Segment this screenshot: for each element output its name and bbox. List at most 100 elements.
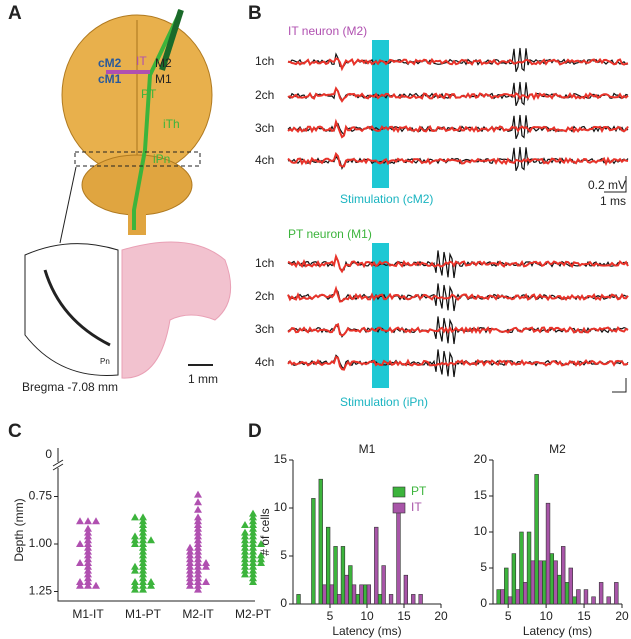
bar	[515, 589, 520, 605]
traces	[287, 47, 629, 378]
triangle	[249, 521, 257, 528]
triangle	[84, 536, 92, 544]
stim-label: Stimulation (iPn)	[340, 395, 428, 409]
trace-title: IT neuron (M2)	[288, 24, 367, 38]
triangle	[249, 536, 257, 544]
triangle	[249, 547, 257, 555]
triangle	[194, 566, 202, 574]
scale-v: 0.2 mV	[588, 178, 626, 192]
triangle	[241, 559, 249, 566]
bar	[366, 584, 372, 605]
x-tick-label: M2-IT	[182, 607, 214, 621]
legend-label: PT	[411, 484, 427, 498]
bar	[591, 596, 596, 605]
y-tick-label: 5	[480, 560, 487, 574]
bar	[322, 584, 327, 605]
triangle	[76, 581, 84, 589]
triangle	[241, 532, 249, 540]
bar	[396, 507, 401, 605]
bar	[296, 594, 301, 605]
triangle	[139, 566, 147, 574]
triangle	[139, 543, 147, 551]
label-it: IT	[136, 54, 147, 68]
triangle	[194, 570, 202, 578]
bar	[325, 526, 331, 605]
bar	[340, 546, 346, 605]
bar	[333, 546, 338, 605]
triangle	[194, 524, 202, 532]
x-tick-label: 5	[327, 609, 334, 623]
scale-t: 1 ms	[600, 194, 626, 208]
x-tick-label: 15	[577, 609, 591, 623]
triangle	[139, 536, 147, 544]
triangle	[147, 581, 155, 589]
triangle	[139, 570, 147, 578]
panel-label: C	[8, 421, 22, 442]
bar	[344, 574, 349, 605]
bar	[526, 531, 532, 605]
triangle	[131, 581, 139, 589]
triangle	[84, 570, 92, 578]
triangle	[76, 540, 84, 547]
triangle	[257, 540, 265, 547]
trace	[287, 322, 629, 337]
triangle	[194, 562, 202, 570]
bar	[359, 584, 364, 605]
triangle	[241, 521, 249, 528]
panel-label: A	[8, 3, 22, 24]
channel-label: 3ch	[255, 121, 274, 135]
scale-label: 1 mm	[188, 372, 218, 386]
brain-illustration	[24, 9, 232, 379]
triangle	[241, 555, 249, 563]
triangle	[139, 540, 147, 547]
triangle	[131, 540, 139, 547]
triangle	[84, 543, 92, 551]
y-tick-label: 10	[274, 500, 288, 514]
bar	[500, 589, 505, 605]
triangle	[84, 528, 92, 536]
bar	[403, 574, 409, 605]
bar	[348, 565, 353, 605]
triangle	[84, 517, 92, 525]
y-tick-label: 1.25	[29, 584, 53, 598]
triangle	[194, 547, 202, 555]
bar	[511, 553, 517, 605]
triangle	[257, 551, 265, 559]
bar	[557, 574, 562, 605]
triangle	[131, 585, 139, 593]
bar	[507, 596, 513, 605]
triangle	[194, 578, 202, 585]
bar	[355, 594, 360, 605]
bar	[337, 594, 342, 605]
bar	[381, 565, 386, 605]
triangle	[186, 559, 194, 566]
triangle	[249, 509, 257, 517]
bar	[377, 594, 383, 605]
bar	[549, 553, 555, 605]
triangle	[194, 517, 202, 525]
bar	[614, 582, 619, 605]
label-m1: M1	[155, 72, 172, 86]
bar	[411, 594, 416, 605]
panel-label: D	[248, 421, 262, 442]
triangle	[241, 562, 249, 570]
triangle	[139, 551, 147, 559]
bregma-label: Bregma -7.08 mm	[22, 380, 118, 394]
triangle	[249, 540, 257, 547]
triangle	[202, 559, 210, 566]
label-pn: Pn	[100, 357, 110, 366]
triangle	[241, 536, 249, 544]
label-ith: iTh	[163, 117, 180, 131]
x-tick-label: M1-IT	[72, 607, 104, 621]
x-axis-label: Latency (ms)	[332, 624, 401, 638]
x-tick-label: M1-PT	[125, 607, 162, 621]
triangle	[131, 562, 139, 570]
bar	[496, 589, 501, 605]
chart-title: M1	[359, 442, 376, 456]
triangle	[194, 574, 202, 582]
legend-swatch	[392, 486, 406, 498]
label-ipn: iPn	[153, 152, 170, 166]
triangle	[194, 513, 202, 521]
triangle	[249, 570, 257, 578]
y-tick-label: 10	[474, 524, 488, 538]
